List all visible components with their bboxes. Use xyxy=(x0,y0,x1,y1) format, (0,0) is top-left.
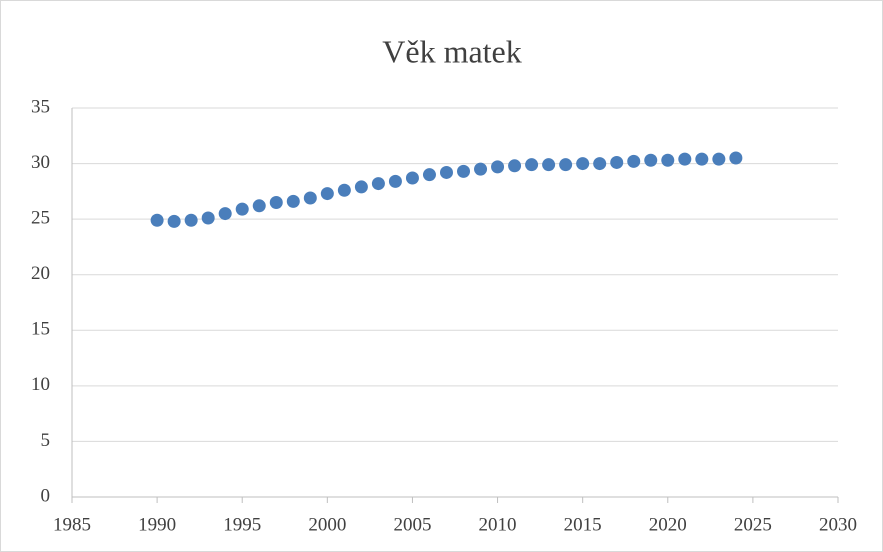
point xyxy=(678,152,692,166)
y-tick-label: 35 xyxy=(31,96,50,117)
point xyxy=(559,158,573,172)
point xyxy=(508,159,522,173)
point xyxy=(371,177,385,191)
x-tick-label: 2025 xyxy=(734,514,772,535)
point xyxy=(474,162,488,176)
point xyxy=(303,191,317,205)
point xyxy=(388,174,402,188)
y-tick-label: 15 xyxy=(31,319,50,340)
point xyxy=(610,155,624,169)
x-tick-label: 2020 xyxy=(649,514,687,535)
y-tick-label: 25 xyxy=(31,208,50,229)
point xyxy=(252,199,266,213)
x-tick-label: 1995 xyxy=(223,514,261,535)
point xyxy=(729,151,743,165)
point xyxy=(218,207,232,221)
point xyxy=(576,157,590,171)
x-tick-label: 2015 xyxy=(564,514,602,535)
point xyxy=(439,165,453,179)
point xyxy=(491,160,505,174)
point xyxy=(150,213,164,227)
point xyxy=(286,194,300,208)
x-tick-label: 2010 xyxy=(479,514,517,535)
x-tick-label: 1985 xyxy=(53,514,91,535)
point xyxy=(712,152,726,166)
y-tick-label: 5 xyxy=(41,430,51,451)
y-tick-label: 0 xyxy=(41,485,51,506)
point xyxy=(184,213,198,227)
x-tick-label: 2000 xyxy=(308,514,346,535)
point xyxy=(627,154,641,168)
point xyxy=(235,202,249,216)
point xyxy=(337,183,351,197)
point xyxy=(695,152,709,166)
point xyxy=(354,180,368,194)
chart-title: Věk matek xyxy=(382,33,522,69)
y-tick-label: 10 xyxy=(31,374,50,395)
point xyxy=(593,157,607,171)
y-tick-label: 20 xyxy=(31,263,50,284)
point xyxy=(320,187,334,201)
point xyxy=(542,158,556,172)
point xyxy=(644,153,658,167)
point xyxy=(422,168,436,182)
point xyxy=(525,158,539,172)
x-tick-label: 2005 xyxy=(393,514,431,535)
point xyxy=(201,211,215,225)
point xyxy=(167,214,181,228)
point xyxy=(269,195,283,209)
x-tick-label: 1990 xyxy=(138,514,176,535)
point xyxy=(405,171,419,185)
y-tick-label: 30 xyxy=(31,152,50,173)
x-tick-label: 2030 xyxy=(819,514,857,535)
point xyxy=(457,164,471,178)
point xyxy=(661,153,675,167)
